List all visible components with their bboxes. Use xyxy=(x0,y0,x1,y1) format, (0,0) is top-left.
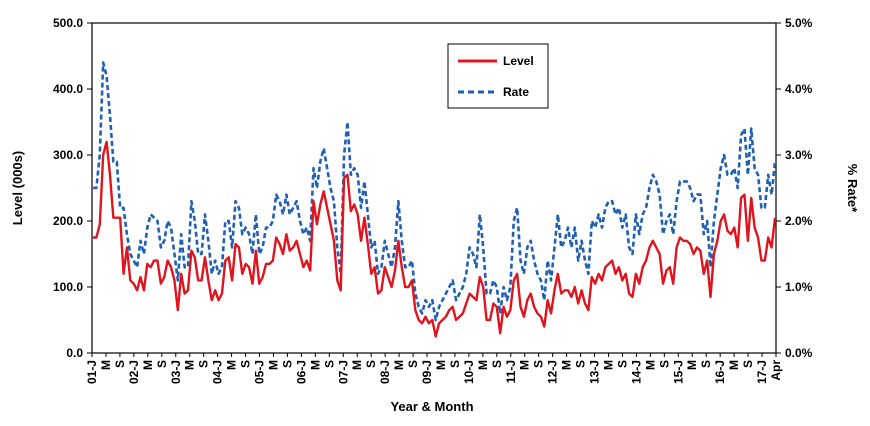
plot-area xyxy=(91,22,777,354)
x-tick-label: 01-J xyxy=(85,360,99,384)
x-axis-title: Year & Month xyxy=(390,399,473,414)
x-tick-label: M xyxy=(727,360,741,370)
left-tick-label: 500.0 xyxy=(53,16,83,30)
x-tick-label: S xyxy=(155,360,169,368)
left-tick-label: 300.0 xyxy=(53,148,83,162)
x-tick-label: M xyxy=(308,360,322,370)
series-layer xyxy=(93,61,777,338)
x-tick-label: S xyxy=(741,360,755,368)
x-tick-label: M xyxy=(183,360,197,370)
left-tick-label: 400.0 xyxy=(53,82,83,96)
x-tick-label: M xyxy=(476,360,490,370)
x-tick-label: M xyxy=(392,360,406,370)
x-tick-label: S xyxy=(197,360,211,368)
x-tick-label: 13-J xyxy=(588,360,602,384)
x-tick-label: Apr xyxy=(769,360,783,381)
y-axis-title-left: Level (000s) xyxy=(10,151,25,225)
x-tick-label: 09-J xyxy=(420,360,434,384)
x-tick-label: 08-J xyxy=(378,360,392,384)
x-tick-label: 12-J xyxy=(546,360,560,384)
x-tick-label: S xyxy=(113,360,127,368)
x-tick-label: M xyxy=(99,360,113,370)
x-tick-label: 17-J xyxy=(755,360,769,384)
x-tick-label: 11-J xyxy=(504,360,518,383)
x-tick-label: 03-J xyxy=(169,360,183,384)
left-axis: 0.0 100.0 200.0 300.0 400.0 500.0 xyxy=(53,16,92,360)
x-tick-label: S xyxy=(615,360,629,368)
legend-box xyxy=(447,43,549,109)
x-tick-label: 07-J xyxy=(336,360,350,384)
series-line-rate xyxy=(93,61,777,322)
legend-label-rate: Rate xyxy=(503,85,529,99)
x-tick-label: S xyxy=(239,360,253,368)
right-tick-label: 2.0% xyxy=(785,214,813,228)
right-axis: 0.0% 1.0% 2.0% 3.0% 4.0% 5.0% xyxy=(776,16,813,360)
x-tick-label: M xyxy=(141,360,155,370)
x-tick-label: S xyxy=(699,360,713,368)
x-tick-label: M xyxy=(601,360,615,370)
right-tick-label: 4.0% xyxy=(785,82,813,96)
x-tick-label: 05-J xyxy=(253,360,267,384)
x-tick-label: M xyxy=(685,360,699,370)
series-line-level xyxy=(93,140,777,338)
x-tick-label: S xyxy=(574,360,588,368)
x-tick-label: S xyxy=(448,360,462,368)
x-tick-label: S xyxy=(532,360,546,368)
x-tick-label: M xyxy=(560,360,574,370)
x-tick-label: 16-J xyxy=(713,360,727,384)
right-tick-label: 3.0% xyxy=(785,148,813,162)
x-tick-label: 02-J xyxy=(127,360,141,384)
x-tick-label: M xyxy=(225,360,239,370)
x-tick-label: 14-J xyxy=(629,360,643,384)
left-tick-label: 200.0 xyxy=(53,214,83,228)
x-tick-label: M xyxy=(434,360,448,370)
x-tick-label: 10-J xyxy=(462,360,476,384)
x-tick-label: S xyxy=(490,360,504,368)
x-tick-label: S xyxy=(657,360,671,368)
x-tick-label: S xyxy=(406,360,420,368)
left-tick-label: 0.0 xyxy=(66,346,83,360)
legend-label-level: Level xyxy=(503,54,534,68)
x-tick-label: S xyxy=(280,360,294,368)
legend: Level Rate xyxy=(447,43,549,109)
x-tick-label: M xyxy=(643,360,657,370)
x-tick-label: M xyxy=(518,360,532,370)
x-tick-label: 04-J xyxy=(211,360,225,384)
right-tick-label: 5.0% xyxy=(785,16,813,30)
right-tick-label: 0.0% xyxy=(785,346,813,360)
x-tick-label: 15-J xyxy=(671,360,685,384)
x-axis: 01-J M S 02-J M S 03-J M S 04-J M S 05-J M S 06-J M S 07-J… xyxy=(85,353,783,384)
x-tick-label: S xyxy=(322,360,336,368)
left-tick-label: 100.0 xyxy=(53,280,83,294)
right-tick-label: 1.0% xyxy=(785,280,813,294)
x-tick-label: S xyxy=(364,360,378,368)
x-tick-label: M xyxy=(350,360,364,370)
x-tick-label: 06-J xyxy=(294,360,308,384)
x-tick-label: M xyxy=(266,360,280,370)
y-axis-title-right: % Rate* xyxy=(845,164,860,213)
